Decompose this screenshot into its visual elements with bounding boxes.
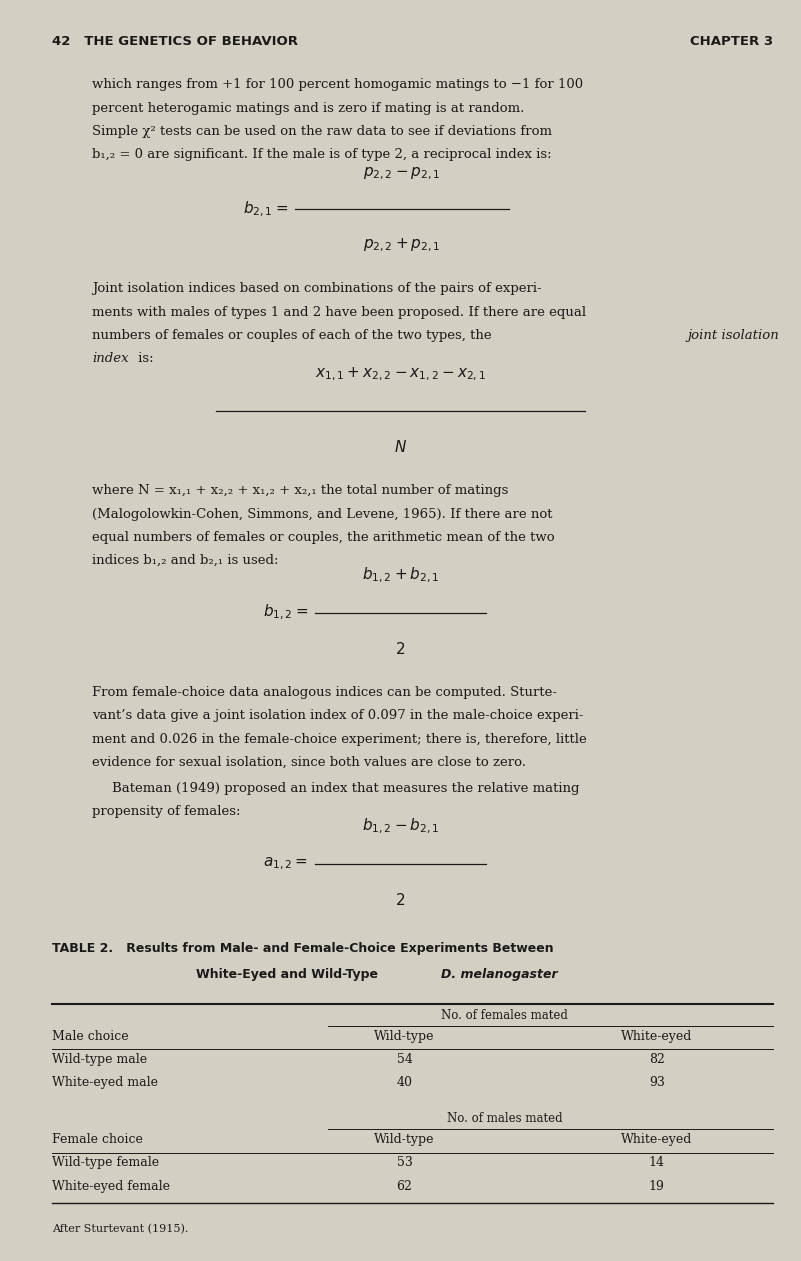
Text: Wild-type: Wild-type — [374, 1132, 435, 1146]
Text: indices b₁,₂ and b₂,₁ is used:: indices b₁,₂ and b₂,₁ is used: — [92, 554, 279, 567]
Text: $x_{1,1}+x_{2,2}-x_{1,2}-x_{2,1}$: $x_{1,1}+x_{2,2}-x_{1,2}-x_{2,1}$ — [315, 366, 486, 383]
Text: propensity of females:: propensity of females: — [92, 805, 240, 818]
Text: Joint isolation indices based on combinations of the pairs of experi-: Joint isolation indices based on combina… — [92, 282, 541, 295]
Text: $p_{2,2}+p_{2,1}$: $p_{2,2}+p_{2,1}$ — [363, 237, 441, 255]
Text: numbers of females or couples of each of the two types, the: numbers of females or couples of each of… — [92, 329, 496, 342]
Text: No. of females mated: No. of females mated — [441, 1009, 568, 1021]
Text: 93: 93 — [649, 1076, 665, 1090]
Text: $N$: $N$ — [394, 439, 407, 455]
Text: which ranges from +1 for 100 percent homogamic matings to −1 for 100: which ranges from +1 for 100 percent hom… — [92, 78, 583, 91]
Text: Wild-type male: Wild-type male — [52, 1053, 147, 1066]
Text: 14: 14 — [649, 1156, 665, 1169]
Text: White-Eyed and Wild-Type: White-Eyed and Wild-Type — [196, 967, 383, 981]
Text: Wild-type: Wild-type — [374, 1029, 435, 1043]
Text: 19: 19 — [649, 1179, 665, 1193]
Text: White-eyed: White-eyed — [621, 1029, 693, 1043]
Text: joint isolation: joint isolation — [687, 329, 779, 342]
Text: 82: 82 — [649, 1053, 665, 1066]
Text: White-eyed female: White-eyed female — [52, 1179, 170, 1193]
Text: b₁,₂ = 0 are significant. If the male is of type 2, a reciprocal index is:: b₁,₂ = 0 are significant. If the male is… — [92, 149, 552, 161]
Text: After Sturtevant (1915).: After Sturtevant (1915). — [52, 1224, 188, 1235]
Text: where N = x₁,₁ + x₂,₂ + x₁,₂ + x₂,₁ the total number of matings: where N = x₁,₁ + x₂,₂ + x₁,₂ + x₂,₁ the … — [92, 484, 509, 497]
Text: White-eyed male: White-eyed male — [52, 1076, 158, 1090]
Text: $b_{2,1}=$: $b_{2,1}=$ — [243, 199, 288, 219]
Text: White-eyed: White-eyed — [621, 1132, 693, 1146]
Text: (Malogolowkin-Cohen, Simmons, and Levene, 1965). If there are not: (Malogolowkin-Cohen, Simmons, and Levene… — [92, 507, 553, 521]
Text: percent heterogamic matings and is zero if mating is at random.: percent heterogamic matings and is zero … — [92, 102, 525, 115]
Text: $p_{2,2}-p_{2,1}$: $p_{2,2}-p_{2,1}$ — [363, 165, 441, 182]
Text: Female choice: Female choice — [52, 1132, 143, 1146]
Text: CHAPTER 3: CHAPTER 3 — [690, 35, 773, 48]
Text: 62: 62 — [396, 1179, 413, 1193]
Text: ments with males of types 1 and 2 have been proposed. If there are equal: ments with males of types 1 and 2 have b… — [92, 305, 586, 319]
Text: vant’s data give a joint isolation index of 0.097 in the male-choice experi-: vant’s data give a joint isolation index… — [92, 709, 584, 723]
Text: Male choice: Male choice — [52, 1029, 129, 1043]
Text: TABLE 2.   Results from Male- and Female-Choice Experiments Between: TABLE 2. Results from Male- and Female-C… — [52, 942, 553, 955]
Text: index: index — [92, 352, 129, 366]
Text: $a_{1,2}=$: $a_{1,2}=$ — [264, 856, 308, 871]
Text: 42   THE GENETICS OF BEHAVIOR: 42 THE GENETICS OF BEHAVIOR — [52, 35, 298, 48]
Text: evidence for sexual isolation, since both values are close to zero.: evidence for sexual isolation, since bot… — [92, 755, 526, 769]
Text: From female-choice data analogous indices can be computed. Sturte-: From female-choice data analogous indice… — [92, 686, 557, 699]
Text: 53: 53 — [396, 1156, 413, 1169]
Text: D. melanogaster: D. melanogaster — [441, 967, 557, 981]
Text: Bateman (1949) proposed an index that measures the relative mating: Bateman (1949) proposed an index that me… — [112, 782, 580, 794]
Text: $2$: $2$ — [396, 892, 405, 908]
Text: ment and 0.026 in the female-choice experiment; there is, therefore, little: ment and 0.026 in the female-choice expe… — [92, 733, 587, 745]
Text: No. of males mated: No. of males mated — [447, 1112, 562, 1125]
Text: equal numbers of females or couples, the arithmetic mean of the two: equal numbers of females or couples, the… — [92, 531, 555, 543]
Text: is:: is: — [134, 352, 154, 366]
Text: Wild-type female: Wild-type female — [52, 1156, 159, 1169]
Text: $b_{1,2}-b_{2,1}$: $b_{1,2}-b_{2,1}$ — [362, 817, 439, 836]
Text: 40: 40 — [396, 1076, 413, 1090]
Text: $2$: $2$ — [396, 641, 405, 657]
Text: 54: 54 — [396, 1053, 413, 1066]
Text: $b_{1,2}=$: $b_{1,2}=$ — [263, 603, 308, 623]
Text: $b_{1,2}+b_{2,1}$: $b_{1,2}+b_{2,1}$ — [362, 566, 439, 585]
Text: Simple χ² tests can be used on the raw data to see if deviations from: Simple χ² tests can be used on the raw d… — [92, 125, 552, 137]
